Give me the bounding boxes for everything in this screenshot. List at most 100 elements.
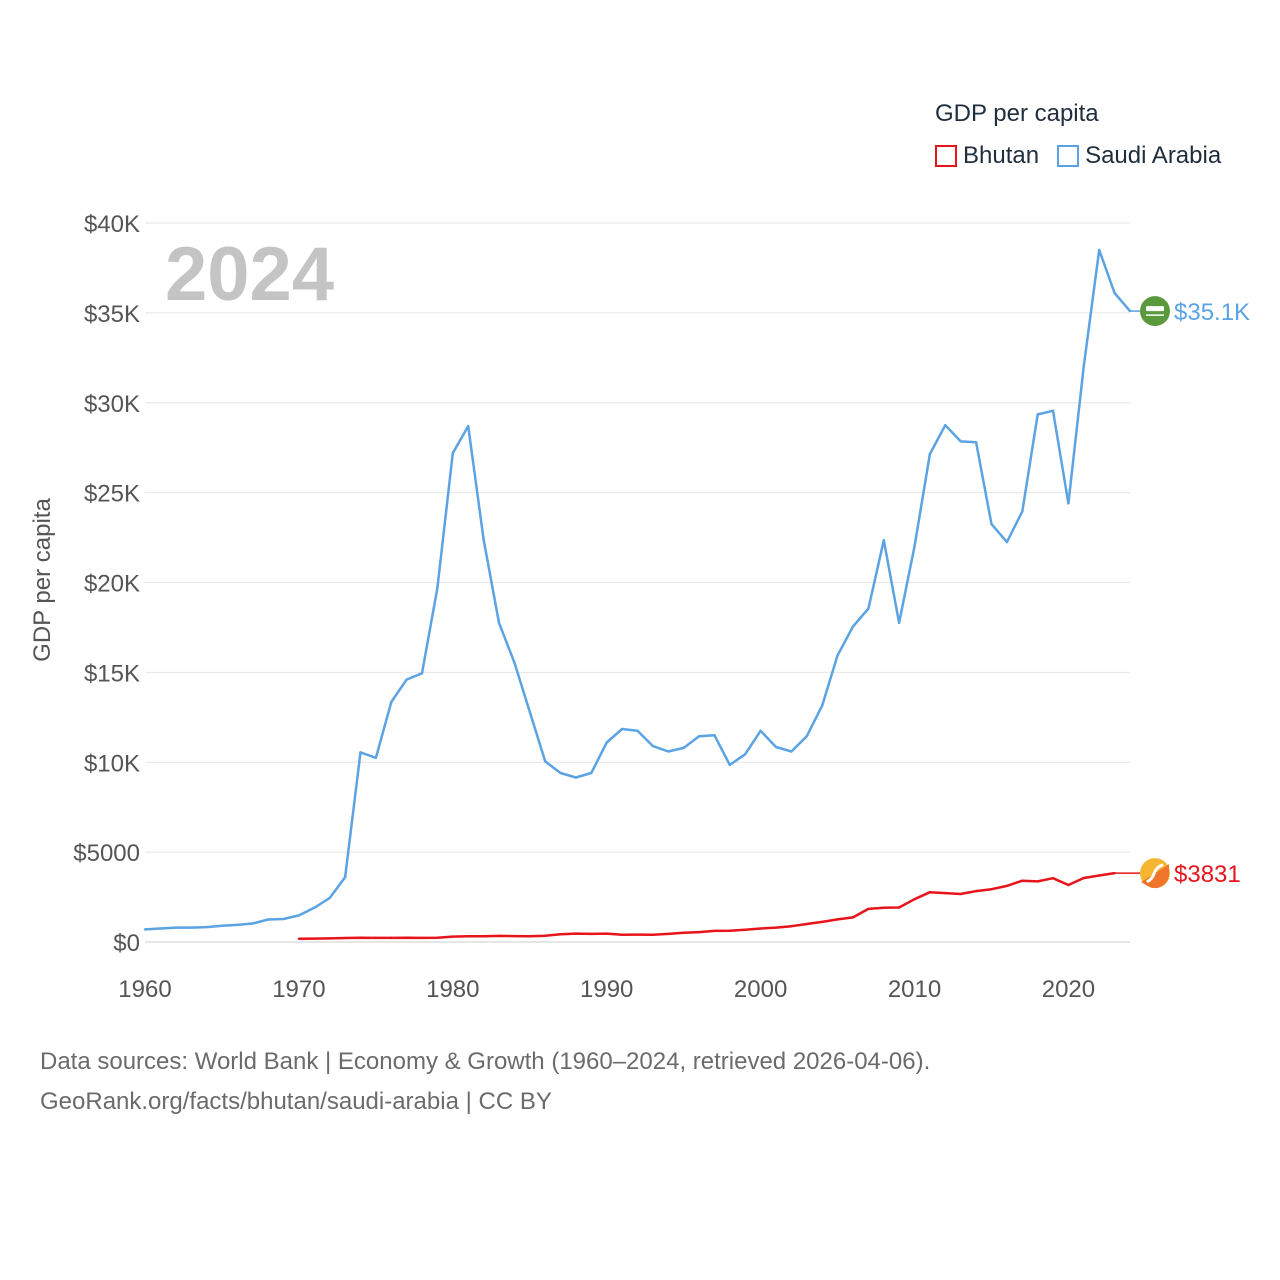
data-point-bhutan xyxy=(605,932,608,935)
data-point-saudi-arabia xyxy=(990,522,993,526)
saudi-arabia-flag-icon xyxy=(1140,296,1170,327)
data-point-bhutan xyxy=(359,936,362,939)
data-point-saudi-arabia xyxy=(220,924,224,928)
legend-swatch-bhutan xyxy=(935,145,957,167)
data-point-saudi-arabia xyxy=(574,776,578,779)
source-line-2[interactable]: GeoRank.org/facts/bhutan/saudi-arabia | … xyxy=(40,1088,552,1115)
data-point-saudi-arabia xyxy=(297,914,301,917)
data-point-bhutan xyxy=(913,898,916,901)
x-axis-ticks: 1960 1970 1980 1990 2000 2010 2020 xyxy=(118,976,1095,1003)
data-point-saudi-arabia xyxy=(882,539,885,542)
data-point-saudi-arabia xyxy=(405,678,408,681)
data-point-bhutan xyxy=(313,937,316,940)
data-point-saudi-arabia xyxy=(359,751,362,754)
data-point-bhutan xyxy=(990,887,993,891)
data-point-saudi-arabia xyxy=(1067,502,1070,505)
y-tick-label: $0 xyxy=(113,930,140,957)
legend-item-saudi-arabia[interactable]: Saudi Arabia xyxy=(1057,142,1221,170)
data-point-saudi-arabia xyxy=(944,424,947,427)
data-point-bhutan xyxy=(436,936,439,939)
y-tick-label: $5000 xyxy=(73,840,140,867)
series-lines xyxy=(143,248,1132,941)
data-point-bhutan xyxy=(897,906,901,909)
data-point-saudi-arabia xyxy=(236,923,239,927)
data-point-bhutan xyxy=(620,933,624,937)
data-point-bhutan xyxy=(805,922,808,926)
data-point-bhutan xyxy=(328,937,331,940)
bhutan-flag-icon xyxy=(1140,858,1170,889)
data-point-bhutan xyxy=(1098,874,1101,877)
y-axis-label: GDP per capita xyxy=(29,498,56,662)
x-tick-label: 2010 xyxy=(888,976,941,1003)
data-point-saudi-arabia xyxy=(1051,409,1055,413)
data-point-bhutan xyxy=(774,926,778,929)
series-line-bhutan xyxy=(298,871,1115,941)
data-point-bhutan xyxy=(420,936,424,940)
data-point-saudi-arabia xyxy=(313,906,316,910)
data-point-bhutan xyxy=(343,936,347,940)
data-point-saudi-arabia xyxy=(959,440,962,443)
data-point-bhutan xyxy=(759,927,762,930)
data-point-bhutan xyxy=(959,892,962,896)
data-point-saudi-arabia xyxy=(513,661,516,664)
data-point-bhutan xyxy=(928,891,932,894)
x-tick-label: 1970 xyxy=(272,976,325,1003)
data-point-saudi-arabia xyxy=(1005,540,1009,544)
data-point-saudi-arabia xyxy=(620,727,624,731)
data-point-bhutan xyxy=(728,929,732,932)
data-point-bhutan xyxy=(574,932,578,935)
data-point-saudi-arabia xyxy=(451,451,455,455)
data-point-saudi-arabia xyxy=(836,654,839,657)
data-point-bhutan xyxy=(374,936,378,940)
legend-swatch-saudi-arabia xyxy=(1057,145,1080,167)
data-point-bhutan xyxy=(297,937,301,940)
x-tick-label: 2020 xyxy=(1042,976,1095,1003)
data-point-saudi-arabia xyxy=(543,760,547,763)
end-value-label-saudi-arabia: $35.1K xyxy=(1174,299,1250,326)
data-point-bhutan xyxy=(667,932,670,936)
data-point-saudi-arabia xyxy=(420,672,424,675)
x-tick-label: 2000 xyxy=(734,976,787,1003)
series-line-saudi-arabia xyxy=(144,248,1131,931)
legend-label-saudi-arabia: Saudi Arabia xyxy=(1085,142,1222,169)
data-point-saudi-arabia xyxy=(744,752,747,756)
flag-script xyxy=(1146,306,1164,312)
data-point-bhutan xyxy=(882,906,885,909)
data-point-bhutan xyxy=(1067,883,1070,887)
data-point-bhutan xyxy=(543,934,547,937)
data-point-saudi-arabia xyxy=(636,729,639,732)
data-point-saudi-arabia xyxy=(790,750,793,753)
legend-label-bhutan: Bhutan xyxy=(963,142,1040,169)
data-point-bhutan xyxy=(590,932,593,936)
data-point-saudi-arabia xyxy=(851,625,855,628)
data-point-saudi-arabia xyxy=(205,925,208,929)
gridlines xyxy=(145,222,1130,943)
data-point-saudi-arabia xyxy=(897,621,901,625)
data-point-saudi-arabia xyxy=(143,928,147,931)
data-point-bhutan xyxy=(713,929,716,933)
source-note: Data sources: World Bank | Economy & Gro… xyxy=(40,1042,930,1122)
data-point-saudi-arabia xyxy=(805,734,808,738)
data-point-saudi-arabia xyxy=(374,756,378,759)
legend-item-bhutan[interactable]: Bhutan xyxy=(935,142,1039,170)
data-point-bhutan xyxy=(636,933,639,936)
y-tick-label: $10K xyxy=(84,750,140,777)
data-point-saudi-arabia xyxy=(590,771,593,775)
data-point-saudi-arabia xyxy=(928,452,932,456)
data-point-bhutan xyxy=(836,918,839,921)
data-point-bhutan xyxy=(482,935,485,938)
data-point-bhutan xyxy=(467,935,470,938)
data-point-bhutan xyxy=(1082,876,1086,880)
data-point-saudi-arabia xyxy=(667,750,670,753)
data-point-saudi-arabia xyxy=(697,734,701,738)
data-point-saudi-arabia xyxy=(774,745,778,749)
data-point-bhutan xyxy=(820,920,824,924)
data-point-saudi-arabia xyxy=(820,704,824,707)
data-point-saudi-arabia xyxy=(1036,413,1039,416)
end-value-label-bhutan: $3831 xyxy=(1174,861,1241,888)
data-point-saudi-arabia xyxy=(759,729,762,732)
data-point-bhutan xyxy=(1051,876,1055,880)
data-point-saudi-arabia xyxy=(1098,248,1101,252)
y-tick-label: $30K xyxy=(84,391,140,418)
